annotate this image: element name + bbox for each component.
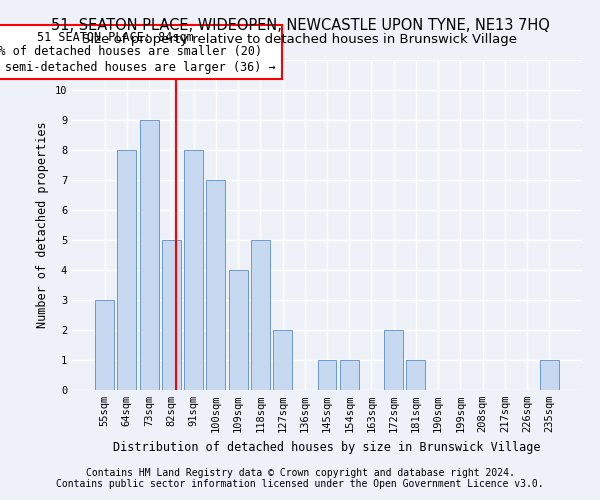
Text: Size of property relative to detached houses in Brunswick Village: Size of property relative to detached ho… <box>83 32 517 46</box>
Bar <box>229 270 248 390</box>
Bar <box>118 150 136 390</box>
Bar <box>184 150 203 390</box>
Y-axis label: Number of detached properties: Number of detached properties <box>36 122 49 328</box>
Bar <box>340 360 359 390</box>
Text: Contains HM Land Registry data © Crown copyright and database right 2024.: Contains HM Land Registry data © Crown c… <box>86 468 514 477</box>
Bar <box>406 360 425 390</box>
Bar <box>140 120 158 390</box>
Bar <box>95 300 114 390</box>
Bar <box>273 330 292 390</box>
Text: 51 SEATON PLACE: 84sqm
← 36% of detached houses are smaller (20)
64% of semi-det: 51 SEATON PLACE: 84sqm ← 36% of detached… <box>0 30 276 74</box>
Bar <box>384 330 403 390</box>
Bar <box>206 180 225 390</box>
Bar <box>317 360 337 390</box>
Text: 51, SEATON PLACE, WIDEOPEN, NEWCASTLE UPON TYNE, NE13 7HQ: 51, SEATON PLACE, WIDEOPEN, NEWCASTLE UP… <box>50 18 550 32</box>
Text: Contains public sector information licensed under the Open Government Licence v3: Contains public sector information licen… <box>56 479 544 489</box>
Bar <box>540 360 559 390</box>
Bar <box>162 240 181 390</box>
X-axis label: Distribution of detached houses by size in Brunswick Village: Distribution of detached houses by size … <box>113 440 541 454</box>
Bar <box>251 240 270 390</box>
